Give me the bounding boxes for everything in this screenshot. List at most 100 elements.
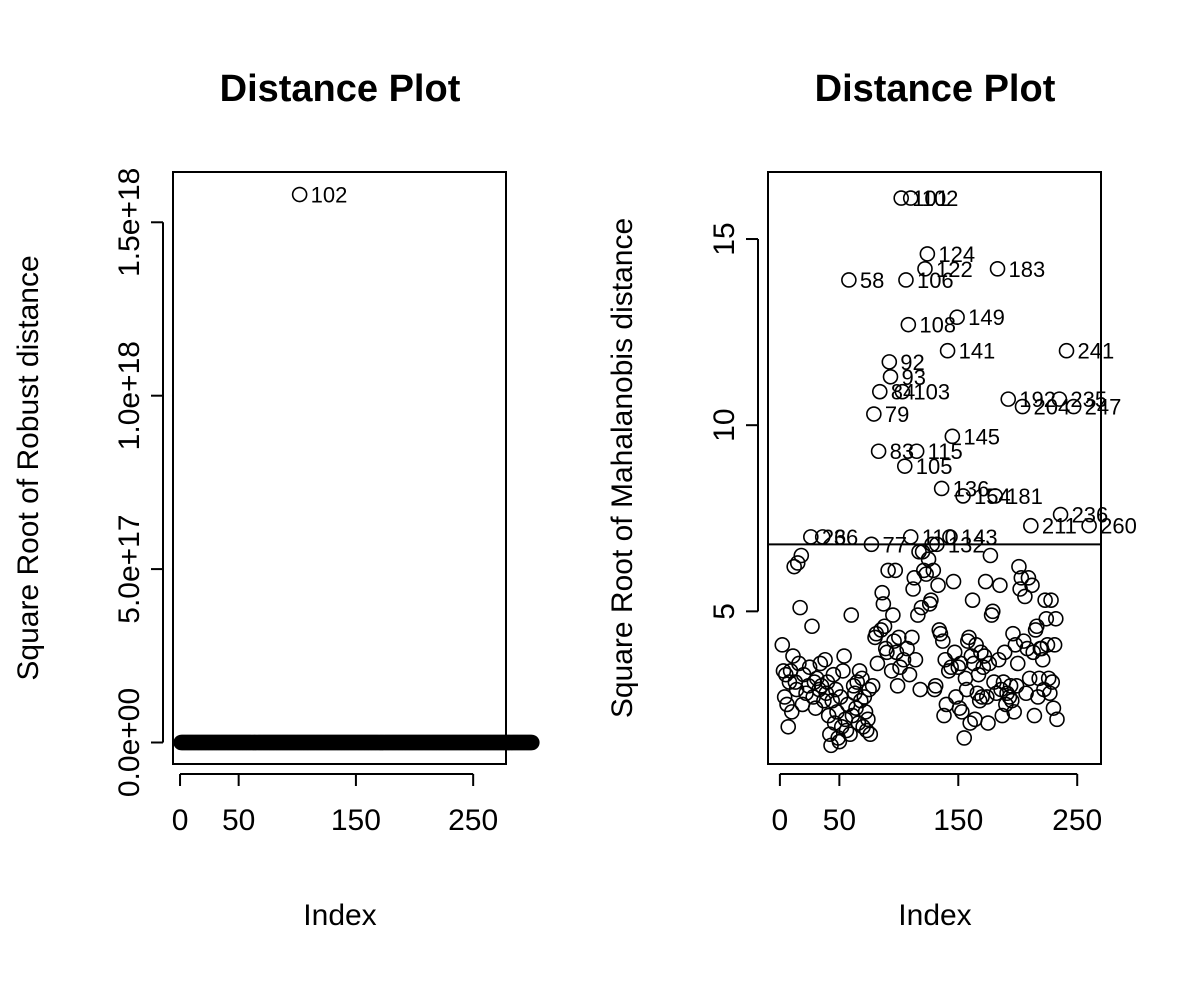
right-point-label: 143 xyxy=(961,525,998,550)
right-outlier-point xyxy=(1000,391,1017,407)
right-x-tick-label: 0 xyxy=(772,804,789,837)
right-data-point xyxy=(1039,637,1056,653)
right-outlier-point xyxy=(1023,517,1039,534)
right-data-point xyxy=(943,659,959,675)
left-y-axis-label: Square Root of Robust distance xyxy=(12,255,45,680)
right-data-point xyxy=(982,547,999,564)
right-outlier-point xyxy=(870,443,887,460)
right-point-label: 122 xyxy=(936,257,973,282)
right-data-point xyxy=(1045,700,1062,716)
right-outlier-point xyxy=(949,309,965,326)
left-outlier-point xyxy=(291,186,308,203)
right-x-tick-label: 50 xyxy=(823,804,856,837)
right-outlier-point xyxy=(955,488,971,504)
right-data-point xyxy=(940,663,957,679)
right-outlier-point xyxy=(871,383,888,400)
right-outlier-point xyxy=(1051,391,1068,407)
right-data-point xyxy=(1025,644,1042,661)
right-data-point xyxy=(858,722,875,739)
right-data-point xyxy=(892,659,908,675)
right-data-point xyxy=(831,733,848,750)
right-data-point xyxy=(945,573,962,590)
right-point-label: 105 xyxy=(916,454,953,479)
right-data-point xyxy=(1049,711,1065,728)
right-data-point xyxy=(951,700,968,716)
left-x-tick-label: 250 xyxy=(448,804,498,837)
left-x-tick-label: 50 xyxy=(222,804,255,837)
right-point-label: 106 xyxy=(917,268,954,293)
right-data-point xyxy=(874,584,890,601)
right-data-point xyxy=(1001,689,1018,705)
right-data-point xyxy=(1037,592,1053,608)
right-outlier-point xyxy=(989,261,1006,277)
right-data-point xyxy=(932,625,949,642)
right-data-point xyxy=(984,603,1001,620)
right-data-point xyxy=(778,666,794,683)
right-data-point xyxy=(854,670,870,687)
right-point-label: 92 xyxy=(900,350,924,375)
right-data-point xyxy=(849,674,865,690)
right-data-point xyxy=(793,547,810,564)
right-x-tick-label: 250 xyxy=(1052,804,1102,837)
right-data-point xyxy=(816,692,832,709)
right-outlier-point xyxy=(841,272,857,288)
right-data-point xyxy=(1013,570,1030,586)
right-data-point xyxy=(1026,707,1043,724)
left-x-axis-label: Index xyxy=(303,899,376,932)
right-outlier-point xyxy=(898,272,914,288)
right-data-point xyxy=(1011,558,1027,575)
right-data-point xyxy=(954,704,970,720)
right-data-point xyxy=(927,678,944,694)
right-data-point xyxy=(1038,610,1055,627)
left-y-tick-label: 0.0e+00 xyxy=(113,688,146,797)
right-outlier-point xyxy=(919,246,936,262)
right-point-label: 211 xyxy=(1042,514,1077,539)
right-data-point xyxy=(1020,570,1037,586)
right-data-point xyxy=(936,707,952,724)
left-data-point xyxy=(523,734,540,751)
right-data-point xyxy=(1017,588,1033,605)
right-data-point xyxy=(885,607,901,623)
right-data-point xyxy=(891,629,907,646)
right-point-label: 84 xyxy=(891,380,915,405)
right-data-point xyxy=(876,618,893,635)
right-x-axis-label: Index xyxy=(898,899,971,932)
right-data-point xyxy=(780,718,797,735)
left-plot-frame xyxy=(172,171,507,765)
right-data-point xyxy=(783,704,800,720)
right-data-point xyxy=(835,663,851,679)
right-data-point xyxy=(967,711,983,728)
right-data-point xyxy=(979,689,995,705)
right-y-tick-label: 5 xyxy=(708,603,741,620)
right-data-point xyxy=(948,689,964,705)
right-data-point xyxy=(842,726,858,743)
right-data-point xyxy=(907,651,924,668)
right-data-point xyxy=(994,707,1011,724)
right-data-point xyxy=(1043,592,1059,608)
right-data-point xyxy=(838,722,855,739)
right-y-tick-label: 15 xyxy=(708,222,741,255)
right-data-point xyxy=(886,633,902,649)
right-plot-frame xyxy=(767,171,1102,765)
right-data-point xyxy=(873,622,889,638)
right-point-label: 26 xyxy=(822,525,846,550)
right-data-point xyxy=(958,681,975,698)
right-data-point xyxy=(836,648,852,664)
right-data-point xyxy=(1042,685,1058,702)
right-data-point xyxy=(1044,674,1061,690)
right-data-point xyxy=(788,681,805,698)
left-x-tick-label: 0 xyxy=(172,804,189,837)
right-point-label: 149 xyxy=(968,305,1005,330)
right-y-axis-label: Square Root of Mahalanobis distance xyxy=(606,218,639,718)
left-chart-title: Distance Plot xyxy=(220,68,461,110)
right-data-point xyxy=(817,651,833,668)
right-data-point xyxy=(905,581,921,597)
right-data-point xyxy=(930,577,946,594)
right-data-point xyxy=(1040,670,1057,687)
right-data-point xyxy=(860,711,876,728)
right-data-point xyxy=(1005,625,1021,642)
right-data-point xyxy=(801,659,818,675)
right-point-label: 145 xyxy=(963,424,1000,449)
